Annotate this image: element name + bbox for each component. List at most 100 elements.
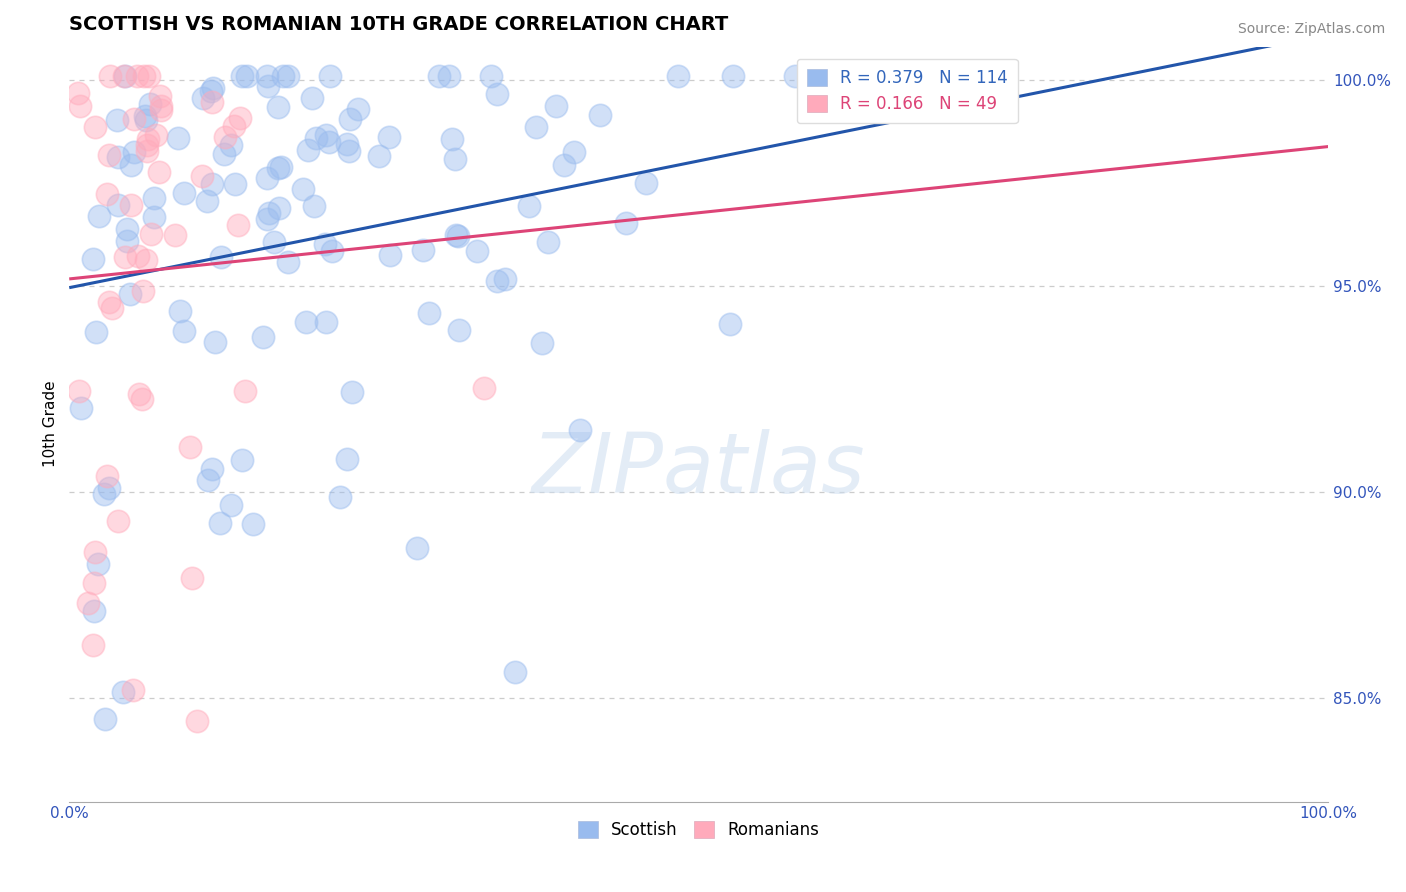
Y-axis label: 10th Grade: 10th Grade [44, 381, 58, 467]
Point [136, 144, 159, 158]
Point [553, 158, 575, 172]
Point [173, 325, 195, 339]
Point [562, 145, 585, 160]
Point [301, 91, 323, 105]
Point [77, 596, 100, 610]
Point [336, 136, 359, 151]
Point [150, 99, 173, 113]
Point [486, 87, 509, 101]
Point [114, 251, 136, 265]
Point [141, 227, 163, 241]
Point [120, 158, 142, 172]
Point [145, 128, 167, 142]
Text: Source: ZipAtlas.com: Source: ZipAtlas.com [1237, 22, 1385, 37]
Point [524, 120, 547, 134]
Point [107, 514, 129, 528]
Point [269, 201, 291, 215]
Point [267, 99, 290, 113]
Point [277, 254, 299, 268]
Point [337, 144, 360, 158]
Point [292, 182, 315, 196]
Point [263, 235, 285, 249]
Point [67, 384, 90, 398]
Point [314, 237, 336, 252]
Point [229, 112, 252, 126]
Point [233, 384, 256, 398]
Point [132, 284, 155, 298]
Point [486, 274, 509, 288]
Point [84, 325, 107, 339]
Point [472, 381, 495, 395]
Point [721, 69, 744, 83]
Point [98, 481, 121, 495]
Point [494, 271, 516, 285]
Point [271, 69, 294, 83]
Point [569, 423, 592, 437]
Point [83, 544, 105, 558]
Point [111, 684, 134, 698]
Point [138, 69, 160, 83]
Point [329, 490, 352, 504]
Point [200, 84, 222, 98]
Point [135, 253, 157, 268]
Point [517, 198, 540, 212]
Point [134, 109, 156, 123]
Legend: Scottish, Romanians: Scottish, Romanians [571, 814, 827, 847]
Point [202, 81, 225, 95]
Point [224, 120, 246, 134]
Point [242, 517, 264, 532]
Point [636, 176, 658, 190]
Point [204, 335, 226, 350]
Point [544, 99, 567, 113]
Point [219, 137, 242, 152]
Point [537, 235, 560, 249]
Point [340, 384, 363, 399]
Point [122, 682, 145, 697]
Point [142, 191, 165, 205]
Point [148, 165, 170, 179]
Point [201, 462, 224, 476]
Point [305, 131, 328, 145]
Point [180, 571, 202, 585]
Point [150, 103, 173, 117]
Point [107, 150, 129, 164]
Point [418, 306, 440, 320]
Point [378, 130, 401, 145]
Point [378, 248, 401, 262]
Point [128, 387, 150, 401]
Point [117, 234, 139, 248]
Point [191, 91, 214, 105]
Point [118, 286, 141, 301]
Point [465, 244, 488, 258]
Point [201, 95, 224, 110]
Point [120, 197, 142, 211]
Point [82, 638, 104, 652]
Point [87, 557, 110, 571]
Point [131, 392, 153, 407]
Point [122, 145, 145, 159]
Point [367, 149, 389, 163]
Point [179, 440, 201, 454]
Point [270, 160, 292, 174]
Point [412, 243, 434, 257]
Point [101, 301, 124, 316]
Text: SCOTTISH VS ROMANIAN 10TH GRADE CORRELATION CHART: SCOTTISH VS ROMANIAN 10TH GRADE CORRELAT… [69, 15, 728, 34]
Point [124, 112, 146, 126]
Point [87, 209, 110, 223]
Point [319, 69, 342, 83]
Point [406, 541, 429, 556]
Point [166, 131, 188, 145]
Point [589, 108, 612, 122]
Point [69, 99, 91, 113]
Text: ZIPatlas: ZIPatlas [531, 429, 866, 510]
Point [191, 169, 214, 183]
Point [195, 194, 218, 209]
Point [718, 317, 741, 331]
Point [115, 221, 138, 235]
Point [201, 177, 224, 191]
Point [614, 216, 637, 230]
Point [214, 129, 236, 144]
Point [136, 132, 159, 146]
Point [125, 69, 148, 83]
Point [96, 187, 118, 202]
